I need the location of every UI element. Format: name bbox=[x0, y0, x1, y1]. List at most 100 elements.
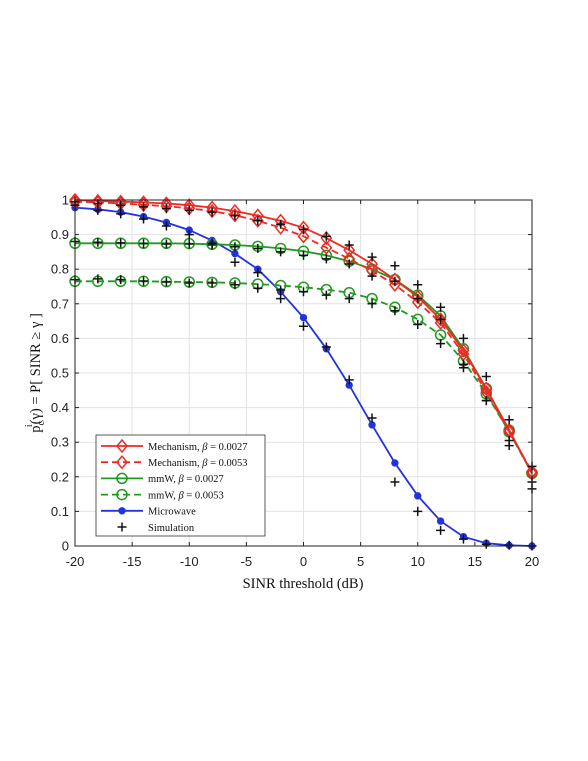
simulation-point-marker bbox=[93, 274, 103, 284]
simulation-point-marker bbox=[481, 371, 491, 381]
y-axis-title-rest: (γ) = P[ SINR ≥ γ ] bbox=[28, 313, 44, 424]
simulation-point-marker bbox=[413, 506, 423, 516]
simulation-point-marker bbox=[116, 209, 126, 219]
simulation-point-marker bbox=[436, 525, 446, 535]
x-axis-title: SINR threshold (dB) bbox=[243, 576, 364, 592]
legend-label: Mechanism, β = 0.0053 bbox=[148, 458, 248, 469]
data-point-marker bbox=[297, 229, 310, 244]
x-tick-label: -5 bbox=[241, 554, 253, 569]
simulation-point-marker bbox=[299, 250, 308, 260]
simulation-point-marker bbox=[390, 306, 400, 316]
y-axis-title: pci(γ) = P[ SINR ≥ γ ] bbox=[24, 313, 47, 433]
legend-box bbox=[95, 434, 266, 537]
simulation-point-marker bbox=[116, 238, 126, 248]
simulation-point-marker bbox=[253, 216, 263, 226]
y-tick-label: 0.9 bbox=[51, 227, 69, 242]
x-tick-label: -15 bbox=[123, 554, 142, 569]
simulation-point-marker bbox=[230, 257, 240, 267]
simulation-point-marker bbox=[344, 259, 354, 269]
y-tick-labels: 0 0.1 0.2 0.3 0.4 0.5 0.6 0.7 0.8 0.9 1 bbox=[51, 193, 69, 554]
simulation-point-marker bbox=[184, 230, 194, 240]
x-tick-label: -20 bbox=[66, 554, 85, 569]
y-tick-label: 0.6 bbox=[51, 331, 69, 346]
simulation-point-marker bbox=[367, 299, 377, 309]
simulation-point-marker bbox=[161, 204, 171, 214]
simulation-point-marker bbox=[299, 321, 308, 331]
simulation-point-marker bbox=[139, 202, 149, 212]
y-tick-label: 0.8 bbox=[51, 262, 69, 277]
legend-label-value: = 0.0053 bbox=[184, 490, 224, 501]
data-point-marker bbox=[366, 256, 379, 272]
legend-marker-sample bbox=[118, 507, 126, 515]
legend-entry: Simulation bbox=[117, 522, 195, 534]
x-tick-labels: -20 -15 -10 -5 0 5 10 15 20 bbox=[66, 554, 540, 569]
legend-label-prefix: mmW, bbox=[148, 490, 179, 501]
y-tick-label: 0.4 bbox=[51, 400, 69, 415]
simulation-point-marker bbox=[481, 539, 491, 549]
legend-label: mmW, β = 0.0027 bbox=[148, 474, 224, 485]
legend-label: Simulation bbox=[148, 523, 195, 534]
legend-label: mmW, β = 0.0053 bbox=[148, 490, 224, 501]
y-tick-label: 0.1 bbox=[51, 504, 69, 519]
simulation-point-marker bbox=[504, 540, 514, 550]
legend-label-beta: β bbox=[178, 474, 185, 485]
data-point-marker bbox=[436, 517, 445, 525]
legend-label-beta: β bbox=[201, 442, 208, 453]
legend-label-prefix: Simulation bbox=[148, 523, 195, 534]
simulation-point-marker bbox=[207, 238, 217, 248]
data-point-marker bbox=[274, 220, 287, 235]
simulation-point-marker bbox=[253, 283, 263, 293]
data-point-marker bbox=[343, 242, 356, 258]
simulation-point-marker bbox=[367, 252, 377, 262]
simulation-point-marker bbox=[413, 294, 423, 304]
simulation-point-marker bbox=[207, 278, 217, 288]
data-point-marker bbox=[160, 275, 173, 288]
legend-label-value: = 0.0027 bbox=[184, 474, 224, 485]
simulation-point-marker bbox=[367, 271, 377, 281]
simulation-point-marker bbox=[139, 239, 149, 249]
data-point-marker bbox=[251, 213, 264, 228]
simulation-point-marker bbox=[367, 413, 377, 423]
simulation-point-marker bbox=[93, 237, 103, 247]
data-point-marker bbox=[231, 249, 239, 258]
simulation-point-marker bbox=[481, 396, 491, 406]
legend-label-value: = 0.0027 bbox=[207, 442, 247, 453]
simulation-point-marker bbox=[436, 302, 446, 312]
legend-marker-sample bbox=[116, 438, 128, 454]
legend: Mechanism, β = 0.0027 Mechanism, β = 0.00… bbox=[95, 434, 266, 537]
y-axis-title-sup: i bbox=[24, 424, 35, 427]
simulation-point-marker bbox=[344, 294, 354, 304]
simulation-point-marker bbox=[344, 375, 354, 385]
simulation-point-marker bbox=[184, 205, 194, 215]
y-tick-label: 0.3 bbox=[51, 435, 69, 450]
legend-entry: Mechanism, β = 0.0053 bbox=[101, 455, 248, 470]
legend-label-value: = 0.0053 bbox=[207, 458, 247, 469]
simulation-point-marker bbox=[344, 240, 354, 250]
legend-marker-sample bbox=[117, 522, 127, 532]
legend-label-prefix: Microwave bbox=[148, 507, 196, 518]
simulation-point-marker bbox=[390, 261, 400, 271]
simulation-point-marker bbox=[276, 294, 286, 304]
simulation-point-marker bbox=[276, 247, 286, 257]
simulation-point-marker bbox=[458, 333, 468, 343]
legend-label-prefix: Mechanism, bbox=[148, 442, 202, 453]
legend-marker-sample bbox=[116, 455, 128, 470]
simulation-point-marker bbox=[504, 435, 514, 445]
simulation-point-marker bbox=[207, 207, 217, 217]
simulation-point-marker bbox=[253, 268, 263, 278]
simulation-point-marker bbox=[413, 280, 423, 290]
simulation-point-marker bbox=[276, 285, 286, 295]
series-line bbox=[74, 200, 533, 473]
simulation-point-marker bbox=[230, 211, 240, 221]
legend-label: Microwave bbox=[148, 507, 196, 518]
simulation-point-marker bbox=[413, 320, 423, 330]
data-point-marker bbox=[137, 237, 150, 249]
data-point-marker bbox=[368, 421, 376, 429]
x-tick-label: 15 bbox=[468, 554, 482, 569]
data-point-marker bbox=[299, 313, 308, 322]
data-point-marker bbox=[414, 492, 422, 500]
simulation-point-marker bbox=[93, 205, 103, 215]
simulation-point-marker bbox=[161, 221, 171, 231]
data-point-marker bbox=[480, 381, 493, 396]
simulation-point-marker bbox=[321, 231, 331, 241]
